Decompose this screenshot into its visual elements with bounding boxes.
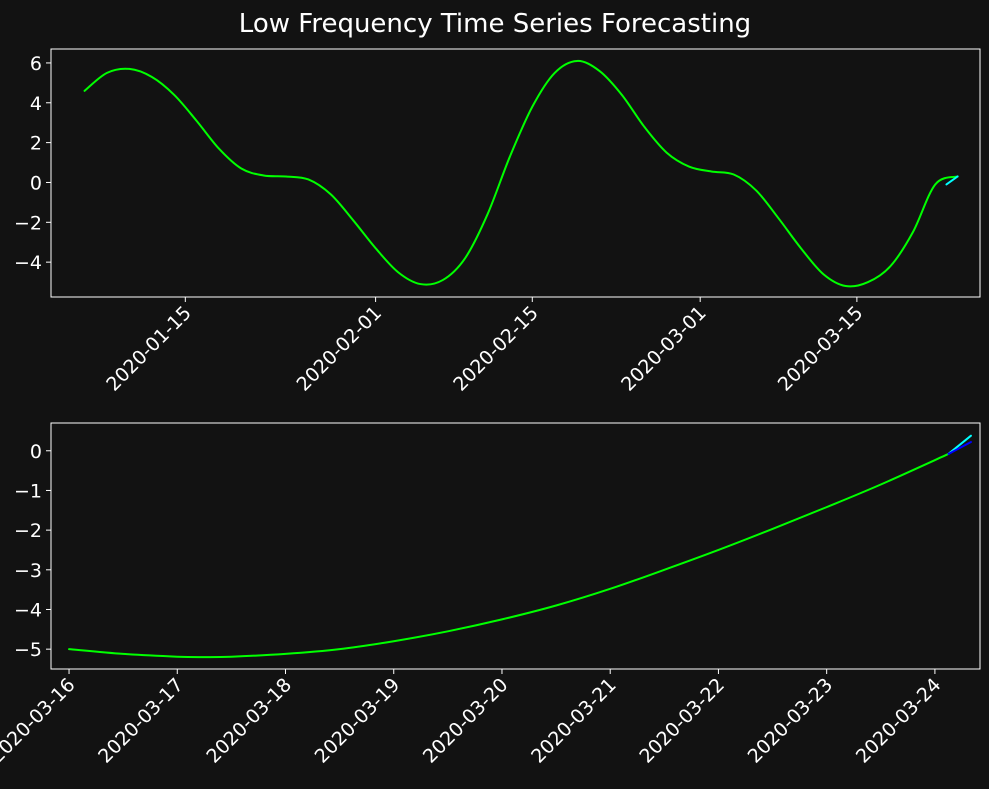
bottom-xtick-label: 2020-03-17 bbox=[94, 674, 188, 768]
bottom-xtick-label: 2020-03-19 bbox=[311, 674, 405, 768]
bottom-ytick-label: −5 bbox=[14, 639, 42, 661]
top-xticks: 2020-01-15 2020-02-01 2020-02-15 2020-03-01… bbox=[102, 297, 867, 396]
top-yticks: −4 −2 0 2 4 6 bbox=[14, 53, 51, 274]
bottom-ytick-label: −2 bbox=[14, 520, 42, 542]
bottom-xtick-label: 2020-03-24 bbox=[852, 674, 946, 768]
bottom-xtick-label: 2020-03-23 bbox=[744, 674, 838, 768]
top-ytick-label: 4 bbox=[30, 93, 42, 115]
top-axes-frame bbox=[50, 48, 981, 298]
bottom-xtick-label: 2020-03-20 bbox=[419, 674, 513, 768]
top-xtick-label: 2020-03-15 bbox=[774, 302, 868, 396]
bottom-series-line-2 bbox=[947, 441, 972, 455]
bottom-ytick-label: −3 bbox=[14, 560, 42, 582]
bottom-axes-frame bbox=[50, 422, 981, 670]
bottom-ytick-label: 0 bbox=[30, 441, 42, 463]
chart-title: Low Frequency Time Series Forecasting bbox=[239, 9, 751, 39]
bottom-series-layer bbox=[68, 434, 972, 659]
top-series-line-1 bbox=[945, 175, 959, 186]
top-ytick-label: 2 bbox=[30, 133, 42, 155]
bottom-xtick-label: 2020-03-21 bbox=[527, 674, 621, 768]
top-ytick-label: −2 bbox=[14, 212, 42, 234]
top-ytick-label: 6 bbox=[30, 53, 42, 75]
bottom-yticks: −5 −4 −3 −2 −1 0 bbox=[14, 441, 51, 661]
bottom-xticks: 2020-03-16 2020-03-17 2020-03-18 2020-03-19… bbox=[0, 669, 945, 768]
top-ytick-label: −4 bbox=[14, 252, 42, 274]
top-series-line-0 bbox=[83, 59, 959, 288]
bottom-xtick-label: 2020-03-16 bbox=[0, 674, 80, 768]
top-series-layer bbox=[83, 59, 959, 288]
bottom-xtick-label: 2020-03-22 bbox=[635, 674, 729, 768]
bottom-xtick-label: 2020-03-18 bbox=[202, 674, 296, 768]
top-ytick-label: 0 bbox=[30, 172, 42, 194]
top-xtick-label: 2020-01-15 bbox=[102, 302, 196, 396]
bottom-ytick-label: −4 bbox=[14, 599, 42, 621]
top-xtick-label: 2020-02-01 bbox=[292, 302, 386, 396]
top-xtick-label: 2020-02-15 bbox=[449, 302, 543, 396]
bottom-series-line-0 bbox=[68, 452, 950, 659]
top-xtick-label: 2020-03-01 bbox=[617, 302, 711, 396]
bottom-axes: −5−4−3−2−10 2020-03-16 2020-03-17 2020-03-… bbox=[0, 422, 981, 768]
bottom-ytick-label: −1 bbox=[14, 480, 42, 502]
